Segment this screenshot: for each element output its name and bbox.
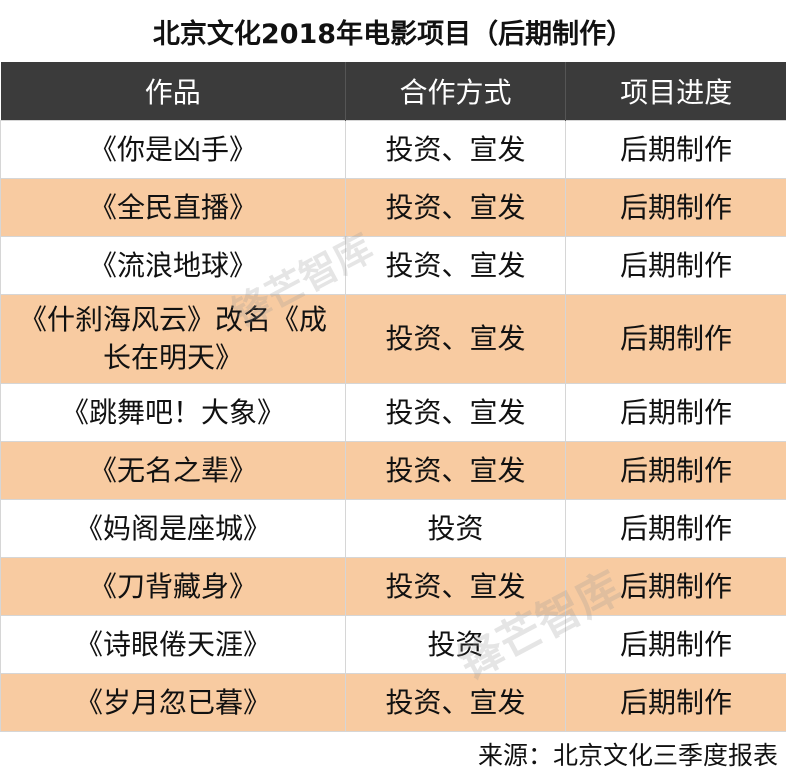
cell-mode: 投资、宣发	[345, 383, 566, 442]
table-row: 《刀背藏身》 投资、宣发 后期制作	[0, 557, 786, 616]
cell-work: 《妈阁是座城》	[0, 499, 346, 558]
header-row: 作品 合作方式 项目进度	[0, 62, 786, 121]
header-mode: 合作方式	[345, 62, 566, 121]
cell-mode: 投资、宣发	[345, 441, 566, 500]
cell-status: 后期制作	[565, 615, 786, 674]
table-row: 《岁月忽已暮》 投资、宣发 后期制作	[0, 673, 786, 732]
table-row: 《什刹海风云》改名《成长在明天》 投资、宣发 后期制作	[0, 294, 786, 384]
cell-status: 后期制作	[565, 499, 786, 558]
table-title: 北京文化2018年电影项目（后期制作）	[0, 0, 786, 62]
table-row: 《无名之辈》 投资、宣发 后期制作	[0, 441, 786, 500]
table-row: 《诗眼倦天涯》 投资 后期制作	[0, 615, 786, 674]
cell-mode: 投资、宣发	[345, 120, 566, 179]
cell-status: 后期制作	[565, 557, 786, 616]
cell-mode: 投资	[345, 499, 566, 558]
table-row: 《妈阁是座城》 投资 后期制作	[0, 499, 786, 558]
cell-work: 《岁月忽已暮》	[0, 673, 346, 732]
table-row: 《你是凶手》 投资、宣发 后期制作	[0, 120, 786, 179]
film-projects-table: 作品 合作方式 项目进度 《你是凶手》 投资、宣发 后期制作 《全民直播》 投资…	[0, 62, 786, 732]
cell-work: 《无名之辈》	[0, 441, 346, 500]
header-status: 项目进度	[565, 62, 786, 121]
cell-status: 后期制作	[565, 120, 786, 179]
cell-status: 后期制作	[565, 178, 786, 237]
table-row: 《流浪地球》 投资、宣发 后期制作	[0, 236, 786, 295]
table-row: 《跳舞吧！大象》 投资、宣发 后期制作	[0, 383, 786, 442]
cell-status: 后期制作	[565, 383, 786, 442]
cell-work: 《什刹海风云》改名《成长在明天》	[0, 294, 346, 384]
header-work: 作品	[0, 62, 346, 121]
source-note: 来源：北京文化三季度报表	[477, 741, 778, 770]
cell-mode: 投资、宣发	[345, 236, 566, 295]
cell-mode: 投资、宣发	[345, 178, 566, 237]
cell-status: 后期制作	[565, 236, 786, 295]
cell-mode: 投资、宣发	[345, 673, 566, 732]
cell-status: 后期制作	[565, 294, 786, 384]
cell-work: 《你是凶手》	[0, 120, 346, 179]
table-row: 《全民直播》 投资、宣发 后期制作	[0, 178, 786, 237]
cell-work: 《全民直播》	[0, 178, 346, 237]
cell-status: 后期制作	[565, 441, 786, 500]
cell-work: 《流浪地球》	[0, 236, 346, 295]
cell-work: 《刀背藏身》	[0, 557, 346, 616]
cell-work: 《跳舞吧！大象》	[0, 383, 346, 442]
cell-mode: 投资、宣发	[345, 294, 566, 384]
cell-mode: 投资、宣发	[345, 557, 566, 616]
cell-status: 后期制作	[565, 673, 786, 732]
cell-work: 《诗眼倦天涯》	[0, 615, 346, 674]
cell-mode: 投资	[345, 615, 566, 674]
